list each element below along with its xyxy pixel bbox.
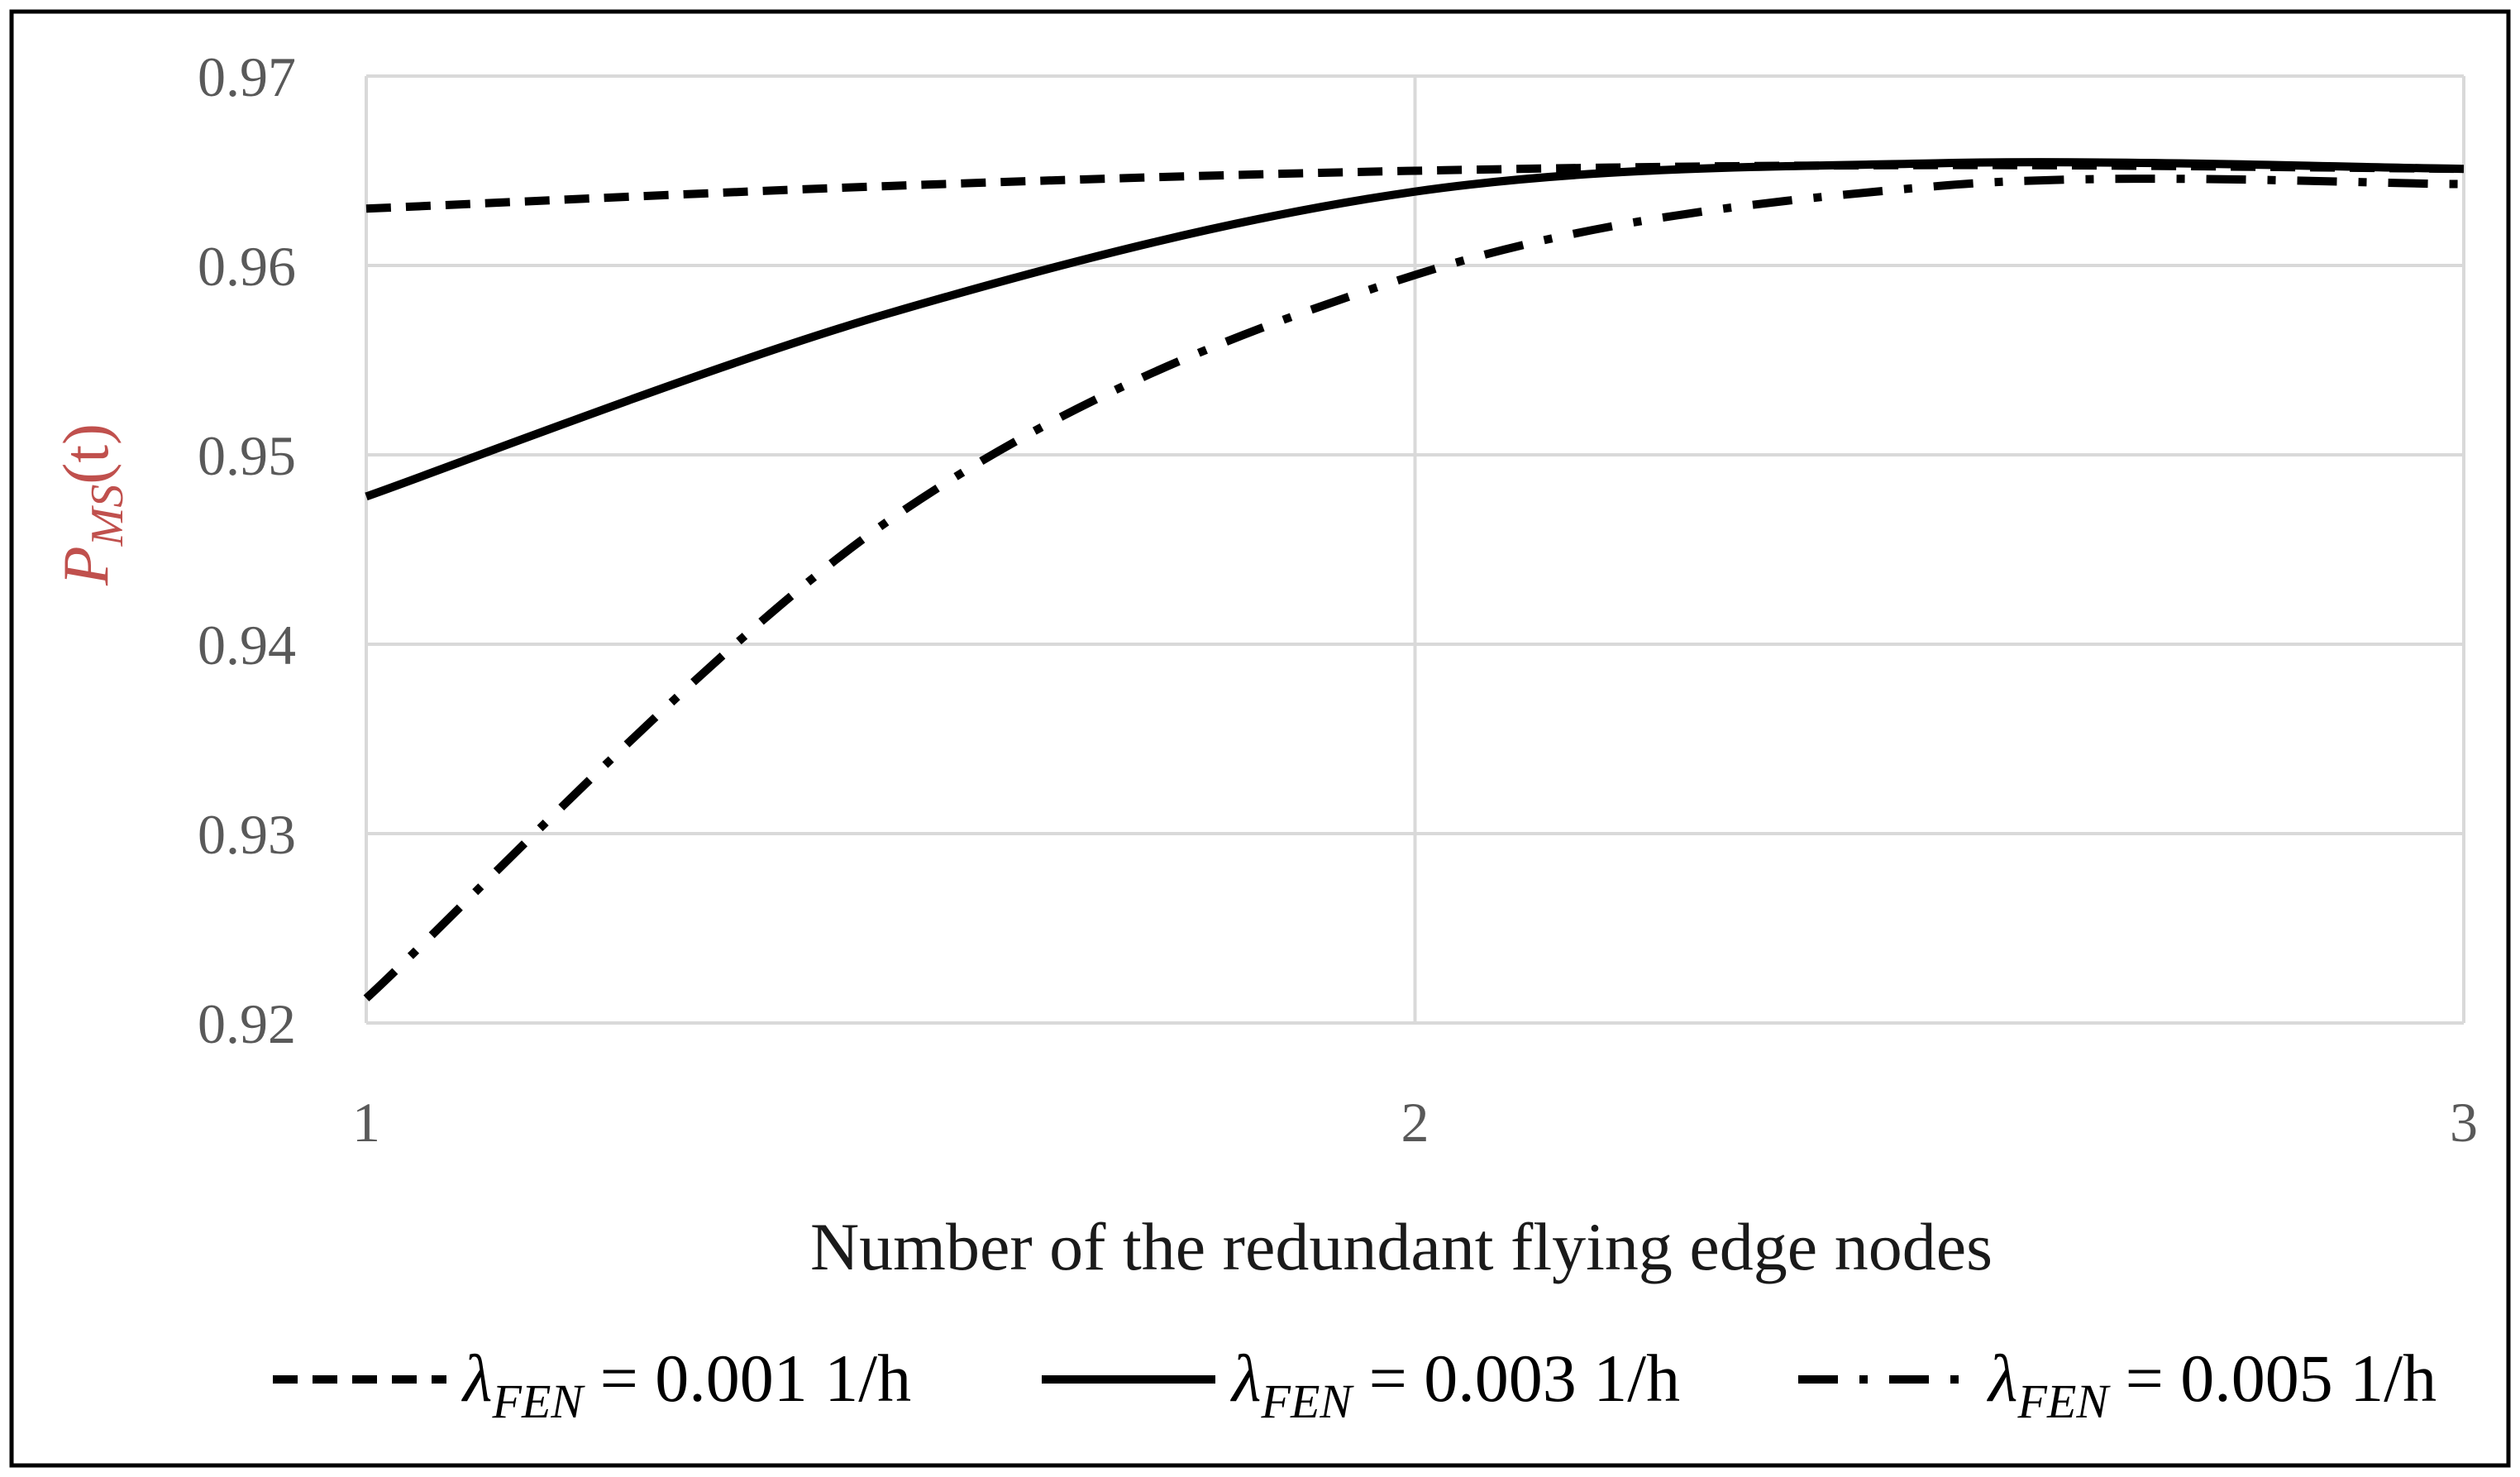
legend-label: λFEN = 0.001 1/h (461, 1341, 911, 1428)
x-tick-label: 3 (2450, 1091, 2478, 1154)
x-tick-label: 2 (1401, 1091, 1429, 1154)
y-axis-title: PMS(t) (50, 423, 133, 586)
legend: λFEN = 0.001 1/h λFEN = 0.003 1/h λFEN = 0… (273, 1341, 2436, 1428)
legend-item-2: λFEN = 0.003 1/h (1042, 1341, 1680, 1428)
x-axis-ticks: 1 2 3 (352, 1091, 2478, 1154)
y-tick-label: 0.94 (198, 614, 296, 676)
y-tick-label: 0.96 (198, 235, 296, 298)
legend-item-1: λFEN = 0.001 1/h (273, 1341, 911, 1428)
series-lines (363, 158, 2465, 1001)
chart-border (9, 9, 2511, 1468)
legend-item-3: λFEN = 0.005 1/h (1798, 1341, 2436, 1428)
x-tick-label: 1 (352, 1091, 380, 1154)
legend-label: λFEN = 0.003 1/h (1230, 1341, 1680, 1428)
y-tick-label: 0.95 (198, 424, 296, 487)
legend-label: λFEN = 0.005 1/h (1987, 1341, 2436, 1428)
y-tick-label: 0.92 (198, 992, 296, 1055)
gridlines (365, 74, 2465, 1025)
y-tick-label: 0.93 (198, 803, 296, 866)
series-line-2 (365, 158, 2465, 501)
x-axis-title: Number of the redundant flying edge node… (810, 1209, 1993, 1284)
y-tick-label: 0.97 (198, 45, 296, 108)
y-axis-ticks: 0.92 0.93 0.94 0.95 0.96 0.97 (198, 45, 296, 1055)
